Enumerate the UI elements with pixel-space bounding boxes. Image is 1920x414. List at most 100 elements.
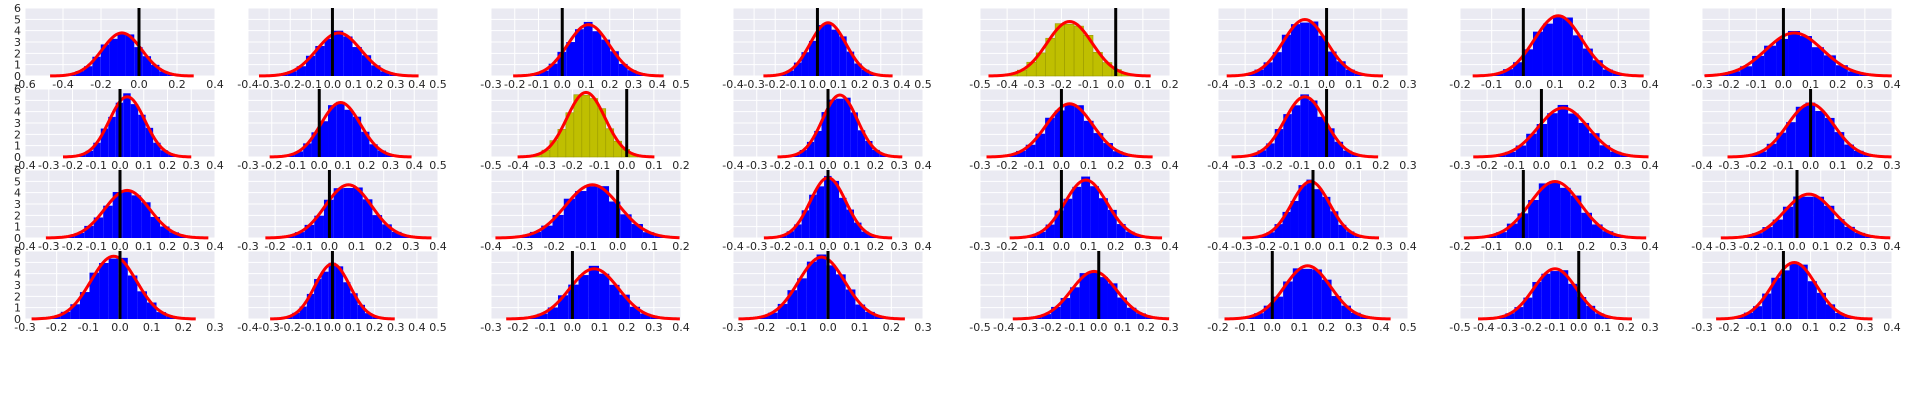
x-tick-label: -0.1: [1544, 321, 1565, 334]
x-tick-label: 0.1: [843, 159, 861, 172]
y-tick-label: 1: [14, 140, 21, 153]
x-tick-label: 0.2: [618, 321, 636, 334]
histogram-bar: [1098, 198, 1108, 238]
histogram-bar: [1350, 312, 1361, 319]
histogram-bar: [125, 34, 135, 76]
x-tick-label: -0.1: [1064, 321, 1085, 334]
x-tick-label: 0.2: [883, 321, 901, 334]
x-tick-label: -0.2: [507, 321, 528, 334]
subplot-r3-c2: -0.3 -0.2 -0.1 0.0 0.1 0.2 0.3 0.4: [237, 169, 447, 253]
histogram-bar: [1771, 277, 1781, 319]
histogram-bar: [1327, 51, 1337, 76]
histogram-bar: [563, 198, 576, 238]
histogram-bar: [1306, 179, 1315, 238]
x-tick-label: 0.0: [618, 159, 636, 172]
histogram-bar: [1844, 226, 1855, 238]
x-tick-label: 0.4: [914, 240, 932, 253]
histogram-bar: [631, 224, 643, 238]
x-tick-label: -0.4: [1207, 240, 1228, 253]
histogram-bar: [592, 31, 602, 77]
x-tick-label: -0.3: [1024, 78, 1045, 91]
y-tick-label: 0: [14, 151, 21, 164]
histogram-bar: [1312, 269, 1322, 319]
histogram-bar: [1035, 133, 1046, 157]
histogram-bar: [70, 304, 80, 319]
x-tick-label: 0.4: [429, 240, 447, 253]
x-tick-label: 0.3: [382, 159, 400, 172]
histogram-bar: [627, 70, 637, 76]
subplot-r2-c6: -0.4 -0.3 -0.2 -0.1 0.0 0.1 0.2 0.3: [1207, 88, 1417, 172]
x-tick-label: 0.4: [206, 159, 224, 172]
histogram-bar: [1541, 273, 1551, 319]
histogram-bar: [816, 25, 825, 76]
histogram-bar: [382, 224, 392, 238]
x-tick-label: 0.3: [891, 240, 909, 253]
x-tick-label: -0.3: [1231, 240, 1252, 253]
x-tick-label: -0.3: [258, 321, 279, 334]
histogram-bar: [333, 188, 344, 238]
x-tick-label: 0.0: [1053, 159, 1071, 172]
x-tick-label: -0.3: [237, 159, 258, 172]
subplot-r2-c2: -0.3 -0.2 -0.1 0.0 0.1 0.2 0.3 0.4 0.5: [237, 88, 447, 172]
x-tick-label: 0.4: [1399, 240, 1417, 253]
x-tick-label: -0.1: [1024, 159, 1045, 172]
histogram-bar: [1557, 104, 1569, 157]
y-tick-label: 2: [14, 290, 21, 303]
histogram-bar: [1083, 120, 1094, 157]
x-tick-label: 0.4: [1372, 321, 1390, 334]
histogram-bar: [1602, 69, 1613, 76]
histogram-bar: [1292, 268, 1303, 319]
fit-curve: [1012, 269, 1170, 321]
fit-curve: [265, 183, 432, 240]
x-tick-label: 0.3: [1860, 240, 1878, 253]
x-tick-label: -0.2: [1718, 321, 1739, 334]
histogram-bar: [1577, 297, 1587, 319]
histogram-bar: [1116, 224, 1126, 238]
histogram-bar: [371, 65, 381, 76]
histogram-bar: [1117, 297, 1127, 319]
histogram-bar: [1093, 133, 1104, 157]
histogram-bar: [529, 231, 542, 238]
histogram-bar: [1514, 307, 1524, 319]
x-tick-label: 0.2: [1318, 321, 1336, 334]
histogram-bar: [1302, 268, 1313, 319]
x-tick-label: 0.1: [1546, 240, 1564, 253]
histogram-bar: [1300, 22, 1310, 76]
x-tick-label: 0.1: [135, 240, 153, 253]
histogram-bar: [857, 130, 866, 157]
x-tick-label: 0.2: [1372, 78, 1390, 91]
histogram-bar: [92, 56, 101, 76]
histogram-bar: [1835, 65, 1848, 76]
x-tick-label: 0.1: [577, 78, 595, 91]
histogram-bar: [855, 304, 866, 319]
x-tick-label: -0.2: [544, 240, 565, 253]
histogram-bar: [1560, 187, 1571, 238]
histogram-bar: [1786, 122, 1796, 157]
histogram-bar: [328, 105, 337, 157]
fit-curve: [1720, 192, 1891, 240]
x-tick-label: -0.2: [90, 78, 111, 91]
histogram-bar: [1568, 113, 1579, 157]
x-tick-label: 0.1: [1812, 240, 1830, 253]
x-tick-label: -0.1: [1289, 159, 1310, 172]
x-tick-label: 0.0: [1515, 240, 1533, 253]
histogram-bar: [1547, 113, 1558, 157]
histogram-bar: [1266, 143, 1275, 157]
subplot-r4-c4: -0.3 -0.2 -0.1 0.0 0.1 0.2 0.3: [722, 250, 932, 334]
x-tick-label: -0.4: [996, 78, 1017, 91]
histogram-bar: [142, 56, 152, 76]
histogram-bar: [581, 94, 591, 158]
x-tick-label: 0.4: [408, 321, 426, 334]
x-tick-label: -0.4: [52, 78, 73, 91]
histogram-bar: [610, 51, 619, 76]
x-tick-label: -0.2: [764, 78, 785, 91]
histogram-bar: [566, 42, 575, 76]
subplot-r4-c3: -0.3 -0.2 -0.1 0.0 0.1 0.2 0.3 0.4: [480, 250, 690, 334]
histogram-bar: [1334, 141, 1344, 157]
histogram-bar: [353, 187, 363, 238]
histogram-bar: [787, 290, 798, 319]
histogram-bar: [1103, 143, 1113, 157]
histogram-bar: [1762, 293, 1772, 319]
histogram-bar: [305, 55, 316, 76]
